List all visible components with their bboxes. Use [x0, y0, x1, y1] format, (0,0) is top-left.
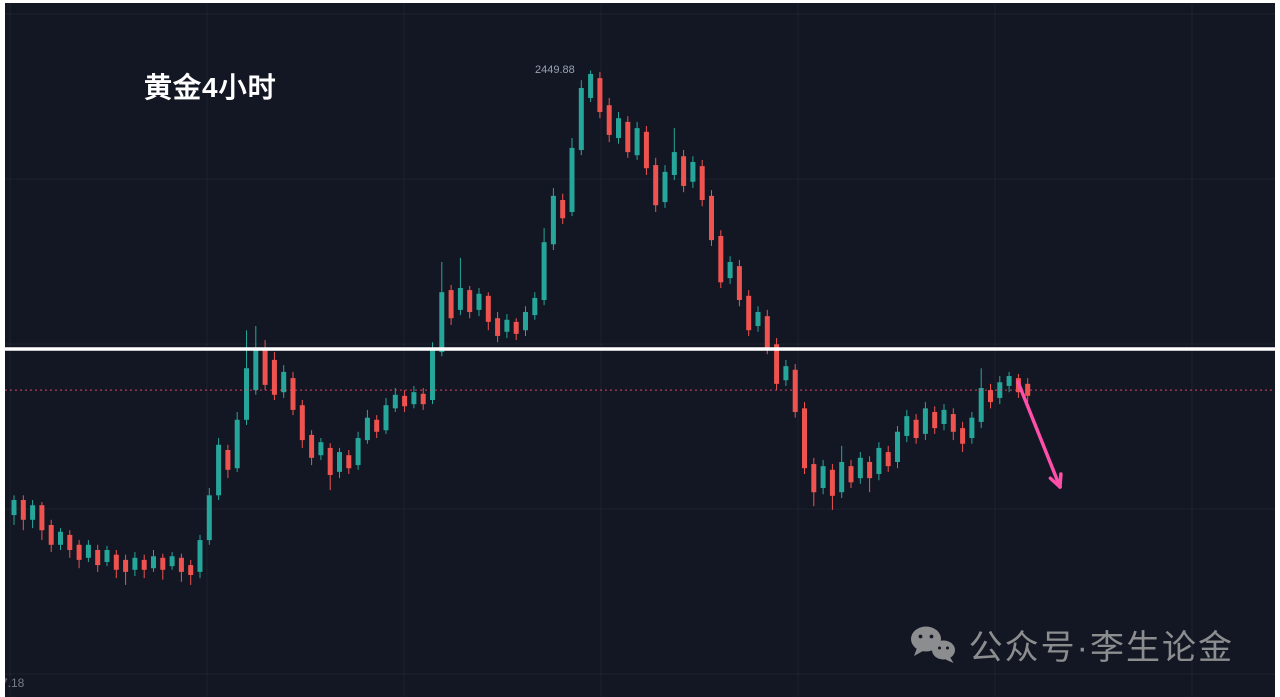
wechat-icon [910, 626, 955, 663]
watermark: 公众号·李生论金 [909, 620, 1234, 669]
page-edge-left [0, 0, 5, 697]
watermark-text: 公众号·李生论金 [968, 629, 1234, 667]
high-price-label: 2449.88 [535, 64, 575, 76]
time-axis-label: 7.18 [1, 676, 25, 690]
page-edge-top [0, 0, 1280, 3]
chart-title: 黄金4小时 [144, 72, 277, 103]
page-edge-right [1275, 0, 1280, 697]
